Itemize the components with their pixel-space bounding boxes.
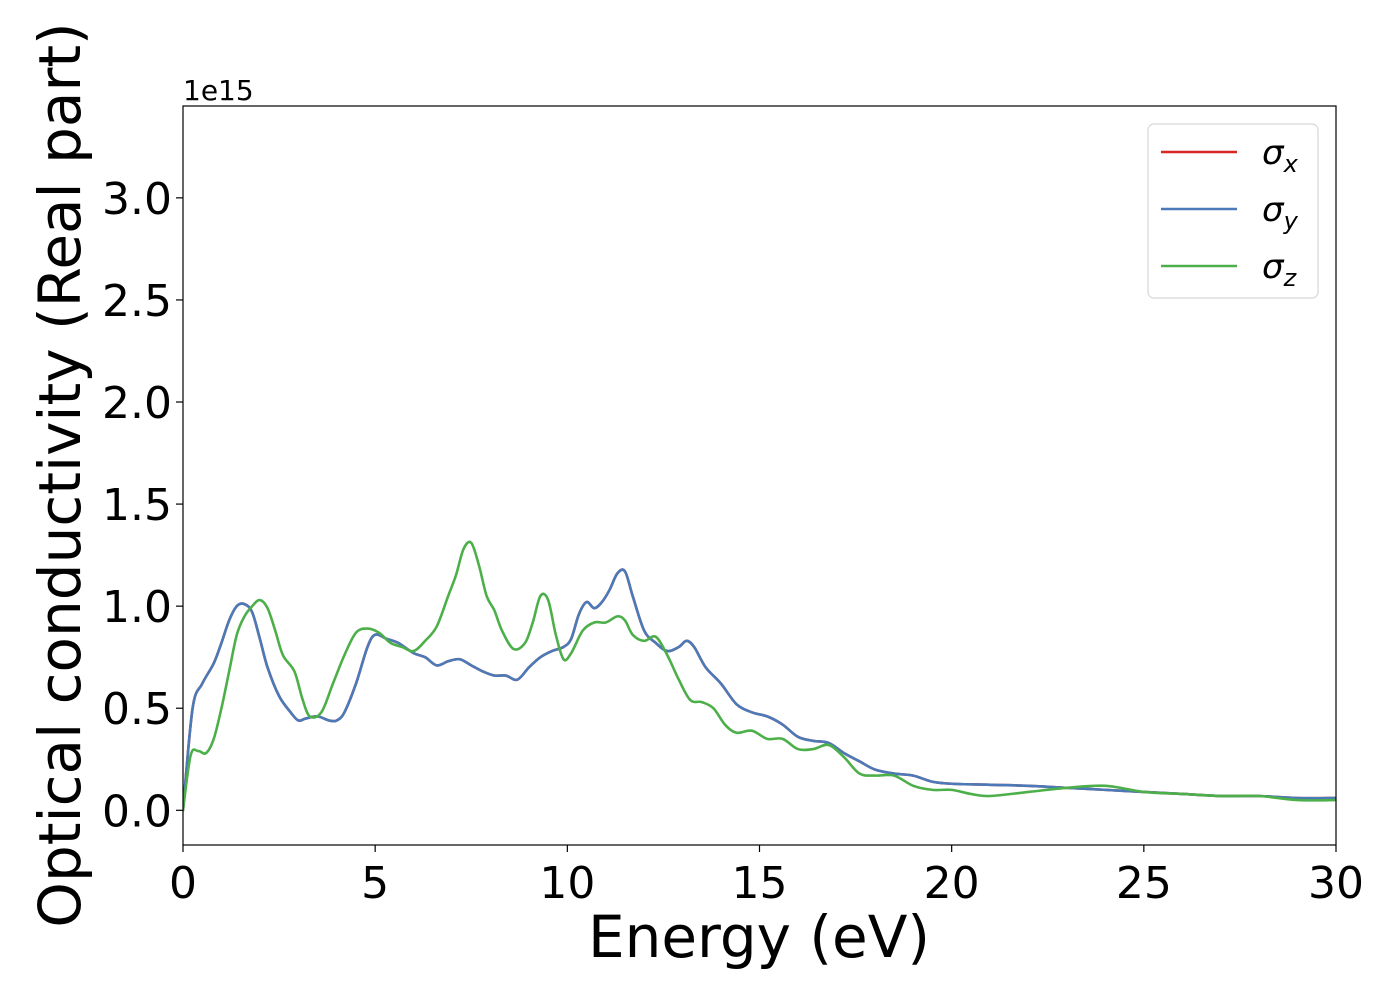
x-tick-label: 25 — [1116, 858, 1172, 909]
y-offset-text: 1e15 — [183, 74, 254, 107]
x-tick-label: 10 — [539, 858, 595, 909]
series-line-z — [183, 540, 1336, 812]
y-tick-label: 0.0 — [102, 786, 172, 837]
y-tick-label: 2.5 — [102, 276, 172, 327]
series-layer — [183, 540, 1336, 812]
y-axis: 0.0 0.5 1.0 1.5 2.0 2.5 3.0 — [102, 174, 183, 837]
y-axis-label: Optical conductivity (Real part) — [26, 22, 94, 927]
legend-label-z: σz — [1262, 247, 1298, 292]
legend-label-x: σx — [1262, 133, 1299, 178]
legend-box — [1147, 123, 1319, 299]
x-tick-label: 15 — [732, 858, 788, 909]
legend: σx σy σz — [1147, 123, 1319, 299]
x-tick-label: 5 — [361, 858, 389, 909]
y-tick-label: 1.0 — [102, 582, 172, 633]
x-axis: 0 5 10 15 20 25 30 — [169, 845, 1364, 909]
y-tick-label: 2.0 — [102, 378, 172, 429]
y-tick-label: 1.5 — [102, 480, 172, 531]
x-tick-label: 30 — [1308, 858, 1364, 909]
series-line-y — [183, 568, 1336, 812]
y-tick-label: 0.5 — [102, 684, 172, 735]
x-axis-label: Energy (eV) — [588, 903, 930, 971]
legend-label-y: σy — [1262, 190, 1299, 235]
y-tick-label: 3.0 — [102, 174, 172, 225]
x-tick-label: 20 — [924, 858, 980, 909]
x-tick-label: 0 — [169, 858, 197, 909]
